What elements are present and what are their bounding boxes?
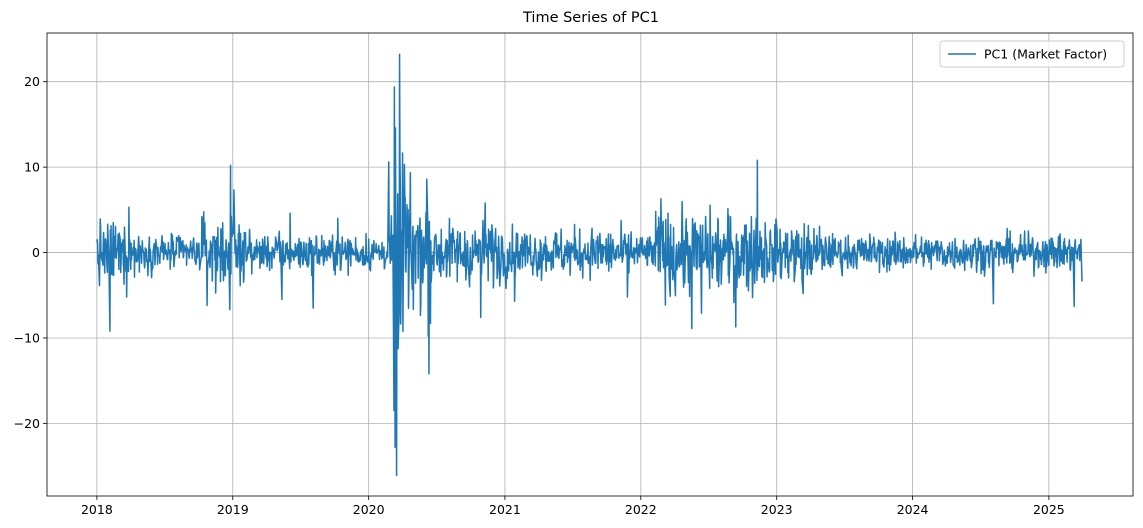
x-tick-label: 2019 (217, 502, 249, 517)
plot-frame (46, 32, 1134, 497)
x-tick-label: 2024 (897, 502, 929, 517)
legend-box (939, 40, 1125, 68)
x-tick-label: 2020 (353, 502, 385, 517)
x-tick-label: 2023 (761, 502, 793, 517)
x-tick-label: 2022 (625, 502, 657, 517)
legend-label: PC1 (Market Factor) (984, 47, 1107, 62)
y-tick-label: −10 (14, 330, 40, 345)
series-layer (96, 53, 1083, 477)
y-tick-label: 0 (32, 245, 40, 260)
legend: PC1 (Market Factor) (939, 40, 1125, 68)
chart-title: Time Series of PC1 (522, 10, 659, 26)
axes: 2018 2019 2020 2021 2022 2023 2024 2025 −20 −10 0 1… (14, 32, 1134, 517)
y-tick-label: −20 (14, 416, 40, 431)
x-tick-label: 2018 (81, 502, 113, 517)
y-tick-label: 20 (24, 74, 40, 89)
series-line-pc1 (96, 53, 1083, 477)
y-tick-label: 10 (24, 160, 40, 175)
x-tick-label: 2025 (1033, 502, 1065, 517)
x-tick-label: 2021 (489, 502, 521, 517)
